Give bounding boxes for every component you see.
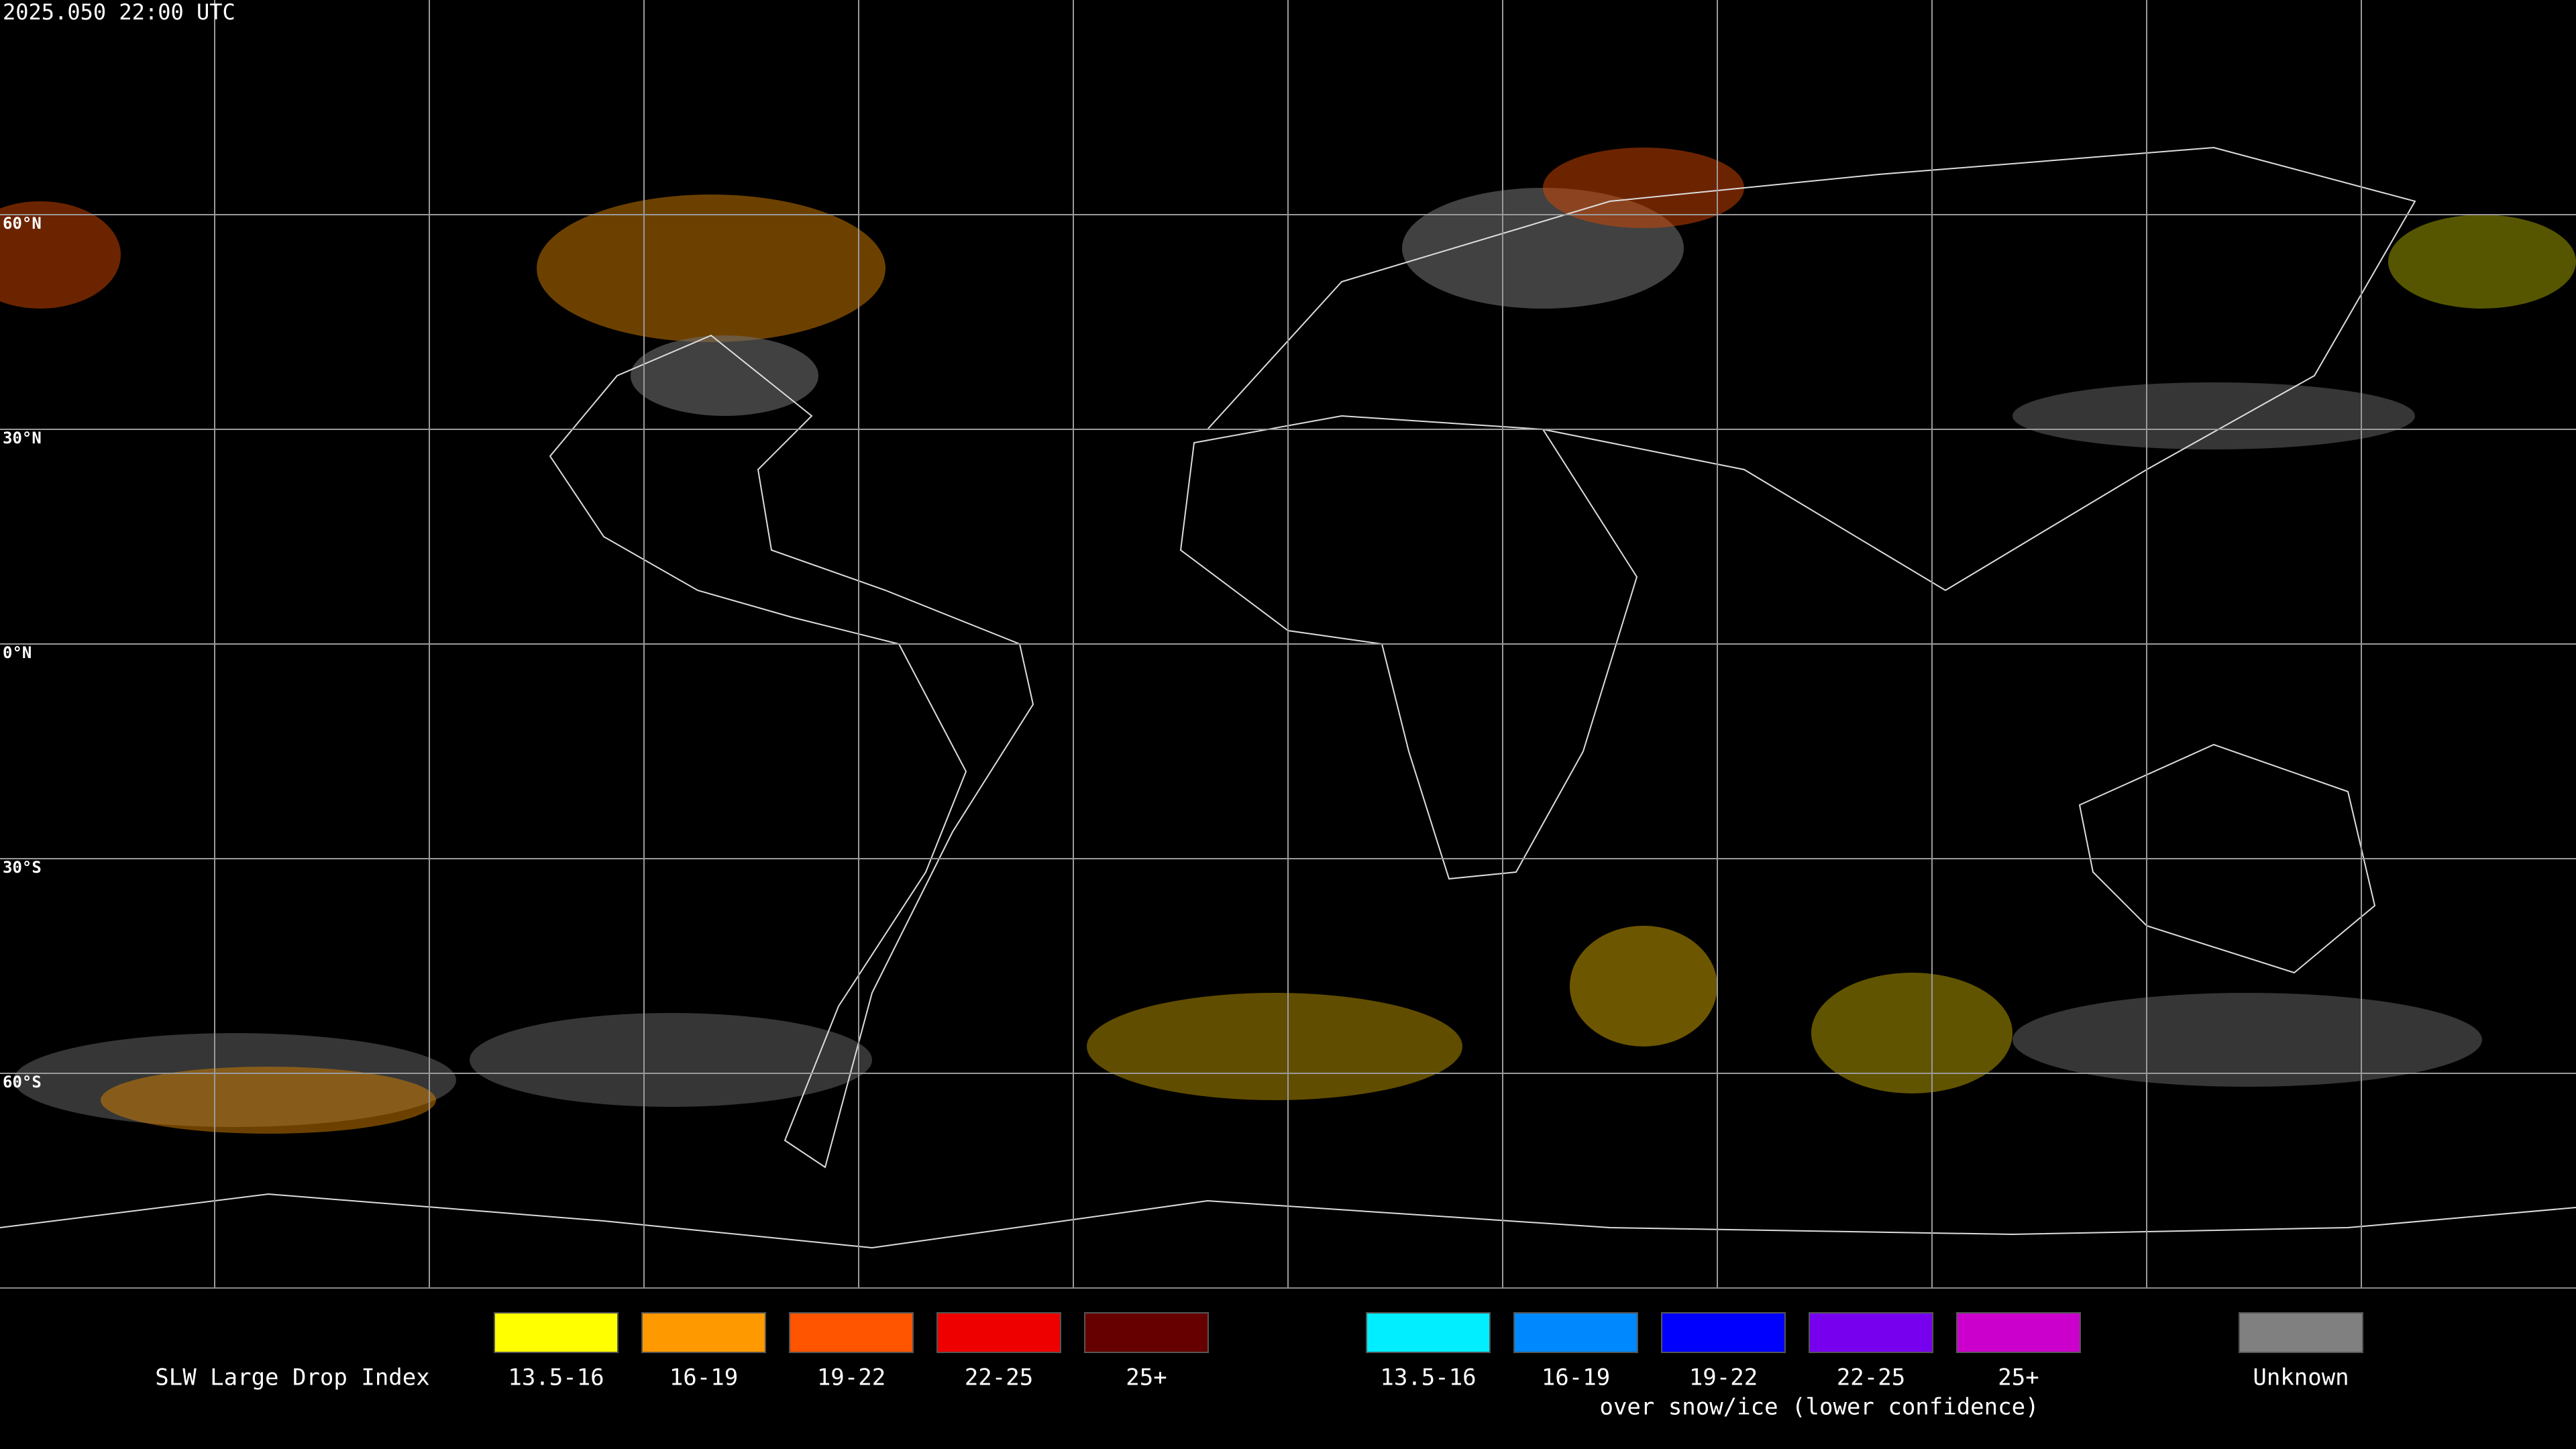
legend-swatch	[1661, 1312, 1786, 1353]
legend-swatch	[1513, 1312, 1638, 1353]
legend-label: 22-25	[965, 1364, 1033, 1391]
legend-label: 19-22	[817, 1364, 885, 1391]
legend-label: 16-19	[1542, 1364, 1610, 1391]
legend-swatch	[1084, 1312, 1209, 1353]
cloud-patches	[0, 148, 2576, 1134]
eurasia-outline	[1207, 146, 2416, 592]
legend-swatch	[936, 1312, 1061, 1353]
legend-label: Unknown	[2253, 1364, 2349, 1391]
americas-outline	[549, 334, 1034, 1169]
legend-swatch	[641, 1312, 766, 1353]
legend-swatch	[1956, 1312, 2081, 1353]
latitude-label: 60°S	[3, 1073, 42, 1091]
coastlines	[0, 146, 2576, 1249]
legend-label: 22-25	[1837, 1364, 1905, 1391]
legend-swatch	[1809, 1312, 1933, 1353]
antarctica-outline	[0, 1193, 2576, 1249]
legend-swatch	[789, 1312, 914, 1353]
snow-ice-caption: over snow/ice (lower confidence)	[1599, 1394, 2039, 1421]
africa-outline	[1179, 415, 1638, 880]
latitude-label: 30°S	[3, 858, 42, 877]
legend-label: 25+	[1998, 1364, 2039, 1391]
legend-swatch	[2239, 1312, 2363, 1353]
legend: SLW Large Drop Index over snow/ice (lowe…	[155, 1312, 2363, 1421]
australia-outline	[2078, 743, 2376, 974]
latitude-label: 0°N	[3, 643, 32, 662]
legend-label: 25+	[1126, 1364, 1167, 1391]
legend-swatch	[494, 1312, 619, 1353]
legend-label: 19-22	[1689, 1364, 1758, 1391]
latitude-label: 30°N	[3, 429, 42, 447]
graticule: 60°N 30°N 0°N 30°S 60°S	[0, 0, 2576, 1289]
legend-label: 16-19	[669, 1364, 738, 1391]
timestamp: 2025.050 22:00 UTC	[3, 0, 235, 25]
legend-title: SLW Large Drop Index	[155, 1364, 429, 1391]
legend-label: 13.5-16	[1380, 1364, 1476, 1391]
legend-label: 13.5-16	[508, 1364, 604, 1391]
latitude-label: 60°N	[3, 214, 42, 233]
legend-swatch	[1366, 1312, 1491, 1353]
